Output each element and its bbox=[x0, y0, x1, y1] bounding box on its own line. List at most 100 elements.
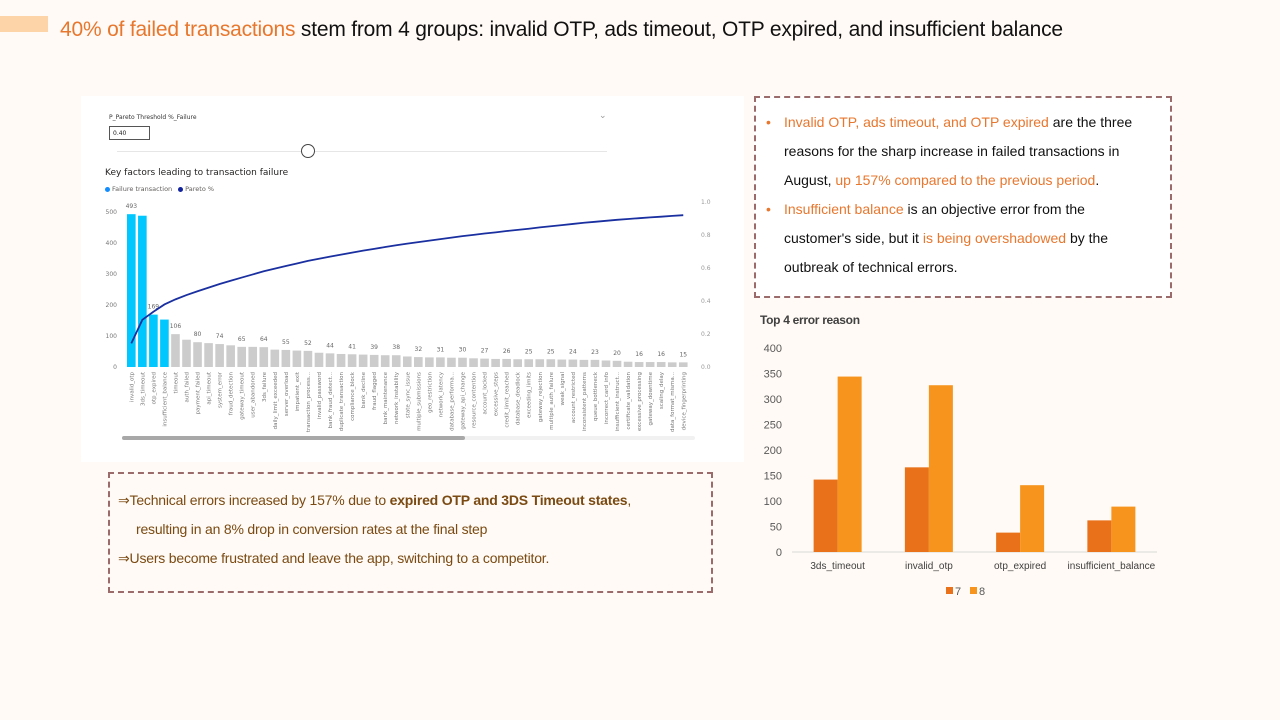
insight-2-highlight-2: is being overshadowed bbox=[922, 230, 1067, 246]
bar-compliance-block bbox=[347, 354, 357, 367]
x-tick-label: incorrect_card_info bbox=[604, 371, 610, 424]
y-tick-label: 0 bbox=[776, 547, 782, 559]
y2-tick-label: 0.2 bbox=[701, 331, 711, 338]
x-tick-label: bank_fraud_detect... bbox=[328, 372, 334, 429]
bar-otp_expired-series-8 bbox=[1020, 485, 1045, 552]
x-tick-label: bank_maintenance bbox=[383, 371, 389, 424]
x-tick-label: weak_signal bbox=[560, 372, 566, 406]
y-tick-label: 250 bbox=[764, 420, 782, 432]
bar-invalid-password bbox=[314, 352, 324, 367]
title-highlight: 40% of failed transactions bbox=[60, 18, 296, 41]
bar-data-label: 80 bbox=[194, 331, 202, 338]
bar-otp_expired-series-7 bbox=[996, 532, 1021, 552]
pareto-line bbox=[130, 214, 684, 344]
y-tick-label: 150 bbox=[764, 471, 782, 483]
bar-gateway-api-change bbox=[458, 357, 467, 367]
bar-data-label: 16 bbox=[635, 351, 643, 358]
legend-label-pareto: Pareto % bbox=[185, 185, 215, 193]
x-tick-label: auth_failed bbox=[185, 372, 191, 403]
y-tick-label: 100 bbox=[764, 496, 782, 508]
bar-gateway-rejection bbox=[535, 359, 545, 367]
bar-scaling-delay bbox=[656, 362, 666, 367]
bar-transaction-process--- bbox=[303, 350, 313, 367]
title-accent-bar bbox=[0, 16, 48, 32]
bar-user-abandoned bbox=[248, 346, 258, 367]
bar-data-label: 15 bbox=[679, 351, 687, 358]
y-tick-label: 200 bbox=[764, 445, 782, 457]
x-tick-label: 3ds_failure bbox=[262, 371, 268, 402]
insight-2-text: is an objective error from the customer'… bbox=[784, 201, 1085, 246]
bar-data-label: 24 bbox=[569, 349, 577, 356]
bar-timeout bbox=[171, 334, 180, 367]
y-tick-label: 300 bbox=[764, 394, 782, 406]
conclusion-box: ⇒Technical errors increased by 157% due … bbox=[108, 472, 713, 593]
bar-fraud-flagged bbox=[369, 354, 379, 367]
bar-data-label: 64 bbox=[260, 336, 268, 343]
bar-insufficient_balance-series-8 bbox=[1111, 506, 1136, 552]
bar-insufficient_balance-series-7 bbox=[1087, 520, 1112, 552]
chevron-down-icon[interactable]: ⌄ bbox=[599, 110, 607, 120]
x-tick-label: queue_bottleneck bbox=[593, 371, 599, 421]
bar-insufficient-instruct--- bbox=[612, 360, 622, 367]
pareto-chart: 0 100 200 300 400 500 0.0 0.2 0.4 0.6 0.8 1.0 493 inv… bbox=[106, 199, 711, 432]
bar-network-latency bbox=[436, 357, 445, 367]
x-tick-label: bank_decline bbox=[361, 371, 367, 408]
chart-scrollbar-thumb[interactable] bbox=[122, 436, 465, 440]
bar-data-label: 32 bbox=[415, 346, 423, 353]
conclusion-line-3-text: Users become frustrated and leave the ap… bbox=[129, 550, 550, 566]
y-tick-label: 400 bbox=[764, 343, 782, 355]
bar-auth-failed bbox=[182, 339, 191, 367]
bar-incorrect-card-info bbox=[601, 360, 611, 367]
bar-data-label: 39 bbox=[370, 344, 378, 351]
x-tick-label: api_timeout bbox=[207, 371, 213, 404]
legend-item-failure[interactable]: Failure transaction bbox=[105, 185, 172, 193]
x-tick-label: state_sync_issue bbox=[405, 371, 411, 418]
bar-bank-fraud-detect--- bbox=[325, 353, 335, 367]
bar-data-label: 31 bbox=[437, 346, 445, 353]
x-tick-label: compliance_block bbox=[350, 371, 356, 421]
bar-server-overload bbox=[281, 349, 291, 367]
x-tick-label: gateway_rejection bbox=[538, 371, 544, 422]
bar-database-performa--- bbox=[447, 357, 456, 367]
title-rest: stem from 4 groups: invalid OTP, ads tim… bbox=[295, 18, 1063, 41]
legend-swatch-7-icon bbox=[946, 587, 953, 594]
bar-account-locked bbox=[480, 358, 489, 367]
legend-label-8: 8 bbox=[979, 586, 985, 598]
x-tick-label: inconsistent_patterns bbox=[582, 372, 588, 431]
x-tick-label: timeout bbox=[173, 371, 179, 393]
x-tick-label: user_abandoned bbox=[251, 372, 257, 418]
bar-bank-decline bbox=[358, 354, 368, 367]
bar-invalid-otp bbox=[127, 214, 136, 367]
x-tick-label: duplicate_transaction bbox=[339, 371, 345, 431]
y2-tick-label: 1.0 bbox=[701, 199, 711, 206]
x-tick-label: 3ds_timeout bbox=[810, 561, 865, 572]
y-tick-label: 200 bbox=[106, 302, 118, 309]
insight-1-highlight-2: up 157% compared to the previous period bbox=[835, 172, 1096, 188]
threshold-input[interactable]: 0.40 bbox=[109, 126, 150, 140]
legend-item-pareto[interactable]: Pareto % bbox=[178, 185, 214, 193]
x-tick-label: otp_expired bbox=[994, 561, 1046, 572]
bar-data-label: 41 bbox=[348, 343, 356, 350]
bar-data-label: 23 bbox=[591, 349, 599, 356]
bar-data-label: 25 bbox=[547, 348, 555, 355]
bar-data-label: 44 bbox=[326, 342, 334, 349]
threshold-slider-track[interactable] bbox=[117, 151, 607, 152]
bar-device-fingerprinting bbox=[678, 362, 688, 367]
x-tick-label: system_error bbox=[218, 371, 224, 408]
x-tick-label: invalid_password bbox=[317, 372, 323, 419]
x-tick-label: data_format_misma... bbox=[670, 372, 676, 432]
pareto-legend: Failure transaction Pareto % bbox=[105, 185, 214, 193]
insights-box: Invalid OTP, ads timeout, and OTP expire… bbox=[754, 96, 1172, 298]
bar-data-format-misma--- bbox=[667, 362, 677, 367]
legend-dot-pareto-icon bbox=[178, 186, 184, 192]
bar-3ds-timeout bbox=[138, 215, 147, 367]
x-tick-label: 3ds_timeout bbox=[140, 371, 146, 406]
pareto-chart-panel: P_Pareto Threshold %_Failure 0.40 ⌄ Key … bbox=[81, 96, 744, 462]
x-tick-label: credit_limit_reached bbox=[505, 372, 511, 428]
x-tick-label: excessive_steps bbox=[494, 372, 500, 416]
y-tick-label: 0 bbox=[113, 364, 117, 371]
bar-state-sync-issue bbox=[402, 356, 412, 367]
conclusion-line-1-bold: expired OTP and 3DS Timeout states bbox=[389, 492, 628, 508]
conclusion-line-1-text: Technical errors increased by 157% due t… bbox=[129, 492, 390, 508]
threshold-slider-thumb[interactable] bbox=[301, 144, 315, 158]
